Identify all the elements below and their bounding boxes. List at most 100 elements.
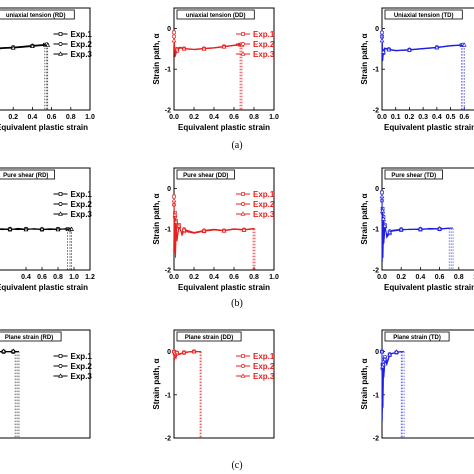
plot-frame (0, 7, 91, 111)
data-point (379, 37, 385, 43)
data-point (174, 349, 180, 355)
legend-marker (240, 373, 246, 378)
y-tick-label: -2 (373, 436, 379, 443)
y-tick-label: -2 (165, 436, 171, 443)
y-axis-label: Strain path, α (360, 33, 369, 84)
data-point (434, 44, 440, 50)
legend-marker (58, 373, 63, 378)
x-tick-label: 1.0 (269, 274, 279, 281)
legend-marker (58, 32, 63, 36)
x-tick-label: 0.2 (189, 114, 199, 121)
plot-frame (381, 167, 474, 271)
x-tick-label: 0.2 (396, 274, 406, 281)
x-tick-label: 0.2 (189, 274, 199, 281)
x-tick-label: 1.0 (269, 114, 279, 121)
data-point (201, 46, 207, 51)
y-tick-label: -1 (165, 67, 171, 74)
y-axis-label: Strain path, α (360, 193, 369, 244)
data-point (386, 46, 392, 52)
data-point (181, 349, 187, 355)
legend-label: Exp.2 (253, 40, 275, 49)
legend-marker (58, 364, 63, 368)
y-tick-label: -1 (373, 67, 379, 74)
chart-title: Plane strain (RD) (5, 335, 53, 341)
series-line-2 (0, 43, 47, 49)
data-point (381, 216, 386, 221)
x-axis-label: Equivalent plastic strain (0, 123, 88, 132)
data-point (191, 348, 197, 354)
data-point (172, 34, 176, 39)
x-tick-label: 1.0 (85, 114, 95, 121)
y-tick-label: -1 (165, 227, 171, 234)
legend-marker (241, 192, 245, 196)
data-point (171, 197, 177, 203)
y-tick-label: 0 (375, 26, 379, 33)
legend-marker (58, 51, 63, 56)
legend-label: Exp.3 (71, 50, 93, 59)
chart-panel-9: Plane strain (TD) 0 -1 -2 Strain path, α (360, 329, 474, 443)
series-line-3 (381, 40, 465, 60)
x-tick-label: 0.8 (454, 274, 464, 281)
legend-label: Exp.2 (253, 200, 275, 209)
chart-title-box (0, 9, 75, 20)
series-line-3 (0, 44, 48, 50)
legend-marker (241, 354, 245, 358)
chart-title: Pure shear (DD) (183, 173, 228, 179)
x-tick-label: 0.4 (28, 114, 38, 121)
data-point (380, 30, 384, 35)
data-point (437, 226, 442, 231)
data-point (10, 45, 16, 50)
chart-panel-4: Pure shear (RD) 0.4 0.6 0.8 1.0 1.2 Equivalent… (0, 167, 95, 292)
chart-title-box (176, 169, 235, 180)
x-tick-label: 1.2 (85, 274, 95, 281)
data-point (407, 47, 412, 52)
y-tick-label: -2 (373, 108, 379, 115)
legend-label: Exp.3 (253, 210, 275, 219)
y-tick-label: -1 (165, 392, 171, 399)
data-point (1, 348, 6, 353)
legend-marker (58, 202, 63, 206)
legend-marker (241, 32, 245, 36)
plot-frame (381, 329, 474, 439)
y-tick-label: 0 (375, 349, 379, 356)
chart-panel-6: Pure shear (TD)0.00.20.40.60.81.00-1-2Eq… (360, 167, 474, 292)
y-axis-label: Strain path, α (152, 193, 161, 244)
x-axis-label: Equivalent plastic strain (384, 123, 474, 132)
chart-title-box (176, 331, 242, 342)
x-tick-label: 0.8 (53, 274, 63, 281)
x-axis-label: Equivalent plastic strain (384, 283, 474, 292)
chart-panel-8: Plane strain (DD) 0 -1 -2 Strain path, α Exp.… (152, 329, 275, 443)
data-point (221, 44, 227, 49)
legend-label: Exp.1 (253, 352, 275, 361)
x-tick-label: 0.4 (209, 274, 219, 281)
y-tick-label: -2 (373, 268, 379, 275)
legend-marker (241, 364, 245, 368)
chart-title: uniaxial tension (RD) (6, 13, 66, 19)
data-point (172, 212, 178, 217)
chart-title: uniaxial tension (DD) (186, 13, 246, 19)
x-tick-label: 0.0 (377, 274, 387, 281)
x-tick-label: 0.6 (47, 114, 57, 121)
x-tick-label: 0.6 (229, 114, 239, 121)
data-point (387, 229, 393, 235)
series-line-3 (381, 196, 454, 258)
data-point (171, 37, 177, 43)
data-point (241, 227, 247, 232)
data-point (173, 219, 179, 224)
plot-frame (173, 167, 275, 271)
data-point (172, 30, 176, 35)
data-point (30, 43, 35, 49)
legend-label: Exp.1 (253, 30, 275, 39)
series-line-3 (173, 200, 256, 254)
x-tick-label: 0.4 (416, 274, 426, 281)
legend-label: Exp.3 (71, 372, 93, 381)
panels-group: uniaxial tension (RD) 0.2 0.4 0.6 0.8 1.0 Equi… (0, 7, 474, 443)
plot-frame (173, 329, 275, 439)
y-axis-label: Strain path, α (360, 358, 369, 409)
x-tick-label: 0.6 (459, 114, 469, 121)
x-tick-label: 0.2 (405, 114, 415, 121)
x-tick-label: 0.0 (377, 114, 387, 121)
x-tick-label: 0.5 (446, 114, 456, 121)
data-point (418, 226, 423, 231)
